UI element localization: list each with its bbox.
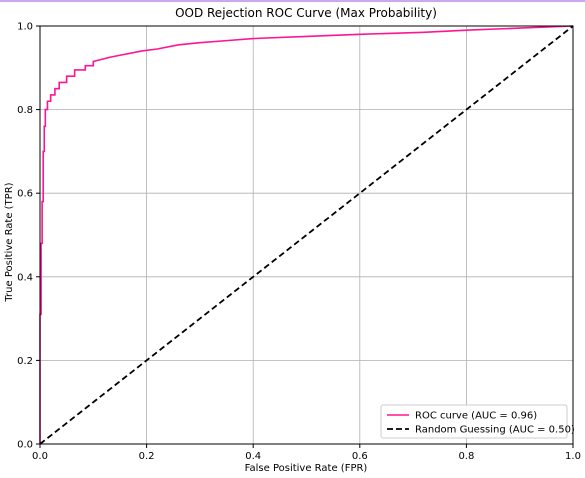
random-guess-line bbox=[39, 25, 574, 445]
y-axis-ticks: 0.0 0.2 0.4 0.6 0.8 1.0 bbox=[17, 22, 40, 451]
x-tick-label: 0.6 bbox=[352, 451, 368, 462]
x-tick-label: 0.2 bbox=[139, 451, 155, 462]
y-tick-label: 0.0 bbox=[17, 440, 33, 451]
y-tick-label: 0.4 bbox=[17, 272, 33, 283]
legend: ROC curve (AUC = 0.96) Random Guessing (A… bbox=[380, 404, 575, 439]
x-tick-label: 1.0 bbox=[565, 451, 581, 462]
y-tick-label: 0.2 bbox=[17, 356, 33, 367]
roc-curve-line bbox=[39, 25, 574, 444]
legend-box bbox=[380, 404, 568, 439]
y-tick-label: 0.6 bbox=[17, 189, 33, 200]
chart-title: OOD Rejection ROC Curve (Max Probability… bbox=[175, 6, 437, 20]
y-tick-label: 1.0 bbox=[17, 22, 33, 33]
x-tick-label: 0.4 bbox=[245, 451, 261, 462]
series-layer bbox=[39, 25, 574, 445]
window-top-border bbox=[0, 0, 585, 2]
x-tick-label: 0.8 bbox=[458, 451, 474, 462]
legend-label: Random Guessing (AUC = 0.50) bbox=[415, 425, 575, 436]
legend-label: ROC curve (AUC = 0.96) bbox=[415, 411, 537, 422]
x-tick-label: 0.0 bbox=[32, 451, 48, 462]
plot-frame bbox=[39, 25, 574, 445]
x-axis-label: False Positive Rate (FPR) bbox=[245, 463, 368, 474]
y-tick-label: 0.8 bbox=[17, 105, 33, 116]
y-axis-label: True Positive Rate (TPR) bbox=[4, 182, 15, 302]
x-axis-ticks: 0.0 0.2 0.4 0.6 0.8 1.0 bbox=[32, 444, 581, 462]
